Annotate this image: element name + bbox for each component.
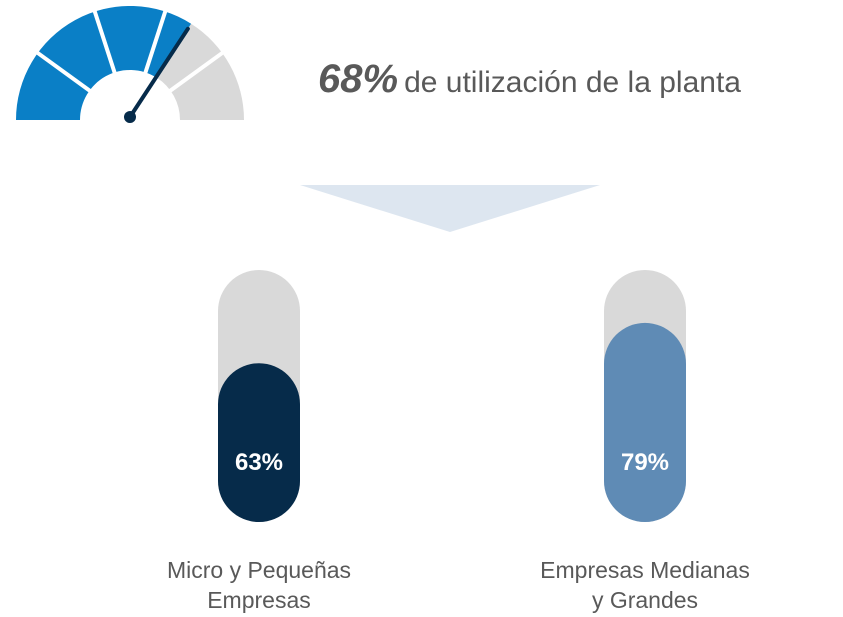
gauge-separator (167, 50, 226, 94)
category-label: Micro y Pequeñas Empresas (166, 557, 352, 613)
gauge-needle (128, 26, 190, 119)
value-label: 63% (235, 449, 283, 476)
gauge-track (156, 23, 244, 121)
bar (604, 322, 686, 522)
gauge-hub (124, 111, 136, 123)
value-label: 79% (621, 449, 669, 476)
gauge-separator (142, 9, 168, 75)
bar (218, 363, 300, 522)
gauge-separator (34, 50, 93, 94)
gauge-fill (16, 5, 192, 121)
gauge-caption: 68% de utilización de la planta (318, 57, 741, 101)
arrow (300, 185, 600, 232)
gauge-label: de utilización de la planta (404, 66, 741, 99)
gauge-clip (0, 124, 270, 184)
category-label: Empresas Medianas y Grandes (540, 557, 750, 613)
gauge-separator (92, 9, 118, 75)
gauge-value: 68% (318, 57, 398, 101)
